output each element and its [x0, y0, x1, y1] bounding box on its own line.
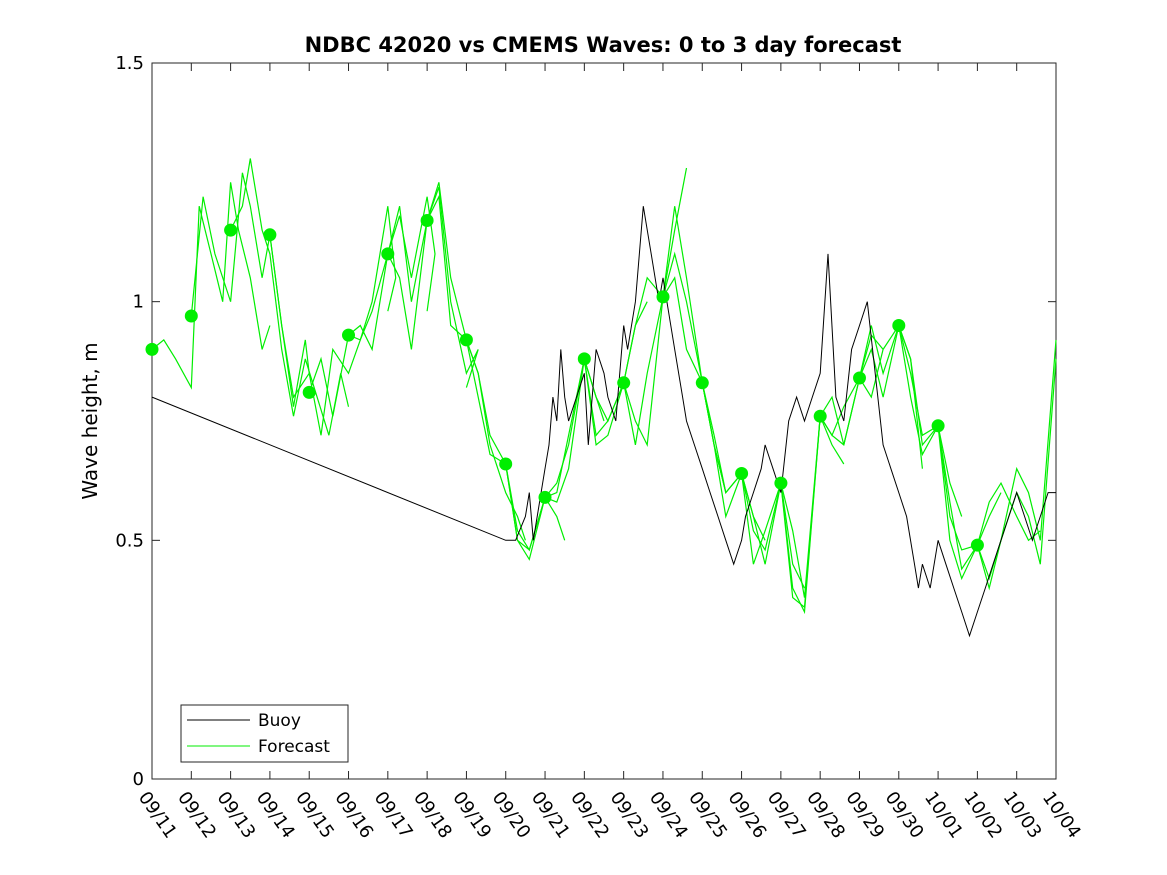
- forecast-marker: [617, 376, 631, 390]
- x-tick-label: 09/17: [370, 788, 417, 843]
- y-tick-label: 1.5: [115, 53, 144, 74]
- legend: Buoy Forecast: [180, 704, 349, 763]
- forecast-run-line: [387, 194, 526, 541]
- forecast-series: [151, 158, 1057, 615]
- legend-box: [180, 704, 349, 763]
- x-tick-label: 09/16: [330, 788, 377, 843]
- forecast-marker: [224, 223, 238, 237]
- chart-title: NDBC 42020 vs CMEMS Waves: 0 to 3 day fo…: [305, 33, 902, 57]
- x-tick-label: 09/21: [527, 788, 574, 843]
- forecast-marker: [970, 538, 984, 552]
- forecast-marker: [853, 371, 866, 385]
- x-tick-label: 09/24: [645, 788, 692, 843]
- legend-forecast-label: Forecast: [258, 737, 330, 757]
- buoy-line: [151, 206, 1056, 638]
- forecast-run-line: [308, 196, 436, 417]
- forecast-marker: [499, 457, 513, 471]
- y-tick-label: 0: [133, 769, 144, 790]
- forecast-marker: [813, 409, 827, 423]
- forecast-run-line: [230, 158, 350, 436]
- forecast-marker: [656, 290, 670, 304]
- x-tick-label: 10/04: [1038, 788, 1085, 843]
- x-tick-label: 09/18: [409, 788, 456, 843]
- x-tick-label: 09/20: [488, 788, 535, 843]
- forecast-marker: [538, 490, 552, 504]
- forecast-marker: [735, 467, 749, 480]
- forecast-marker: [774, 476, 788, 490]
- x-tick-label: 10/01: [920, 788, 967, 843]
- x-tick-label: 09/25: [684, 788, 731, 843]
- forecast-markers: [145, 214, 984, 552]
- forecast-marker: [931, 419, 945, 433]
- y-tick-label: 1: [133, 292, 144, 313]
- forecast-run-line: [151, 182, 271, 390]
- x-tick-label: 10/02: [959, 788, 1006, 843]
- forecast-marker: [695, 376, 709, 390]
- forecast-run-line: [269, 206, 397, 436]
- forecast-run-line: [898, 325, 1041, 581]
- forecast-marker: [184, 309, 198, 323]
- forecast-marker: [577, 352, 591, 366]
- x-tick-label: 09/15: [291, 788, 338, 843]
- forecast-marker: [892, 319, 906, 332]
- y-axis: 0 0.5 1 1.5: [115, 53, 1056, 790]
- x-tick-label: 09/11: [134, 788, 181, 843]
- forecast-marker: [302, 385, 316, 399]
- forecast-run-line: [937, 339, 1057, 591]
- forecast-marker: [381, 247, 395, 261]
- forecast-marker: [420, 214, 434, 227]
- x-tick-label: 10/03: [999, 788, 1046, 843]
- y-tick-label: 0.5: [115, 530, 144, 551]
- x-tick-label: 09/28: [802, 788, 849, 843]
- forecast-marker: [263, 228, 277, 242]
- forecast-run-line: [190, 172, 310, 407]
- x-tick-label: 09/27: [763, 788, 810, 843]
- x-tick-label: 09/14: [252, 788, 299, 843]
- forecast-run-line: [348, 186, 479, 388]
- buoy-series: [151, 206, 1056, 638]
- x-tick-label: 09/13: [213, 788, 260, 843]
- x-tick-label: 09/23: [606, 788, 653, 843]
- x-tick-label: 09/26: [724, 788, 771, 843]
- x-tick-label: 09/19: [448, 788, 495, 843]
- y-axis-label: Wave height, m: [78, 342, 102, 499]
- x-tick-label: 09/29: [841, 788, 888, 843]
- legend-buoy-label: Buoy: [258, 711, 301, 731]
- forecast-marker: [342, 328, 355, 342]
- forecast-marker: [145, 342, 159, 356]
- forecast-marker: [459, 333, 473, 347]
- x-tick-label: 09/30: [881, 788, 928, 843]
- x-tick-label: 09/22: [566, 788, 613, 843]
- x-tick-label: 09/12: [173, 788, 220, 843]
